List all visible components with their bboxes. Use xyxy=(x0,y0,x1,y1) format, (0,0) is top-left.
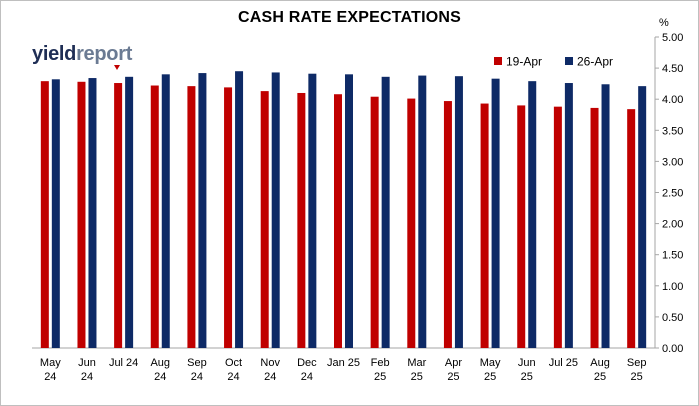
chart-title: CASH RATE EXPECTATIONS xyxy=(237,9,462,26)
legend-label: 26-Apr xyxy=(577,55,613,69)
y-axis-ticks: 5.00 4.50 4.00 3.50 3.00 2.50 2.00 1.50 1.00 0.50… xyxy=(655,32,683,355)
bar-19-apr-3 xyxy=(150,85,159,349)
x-tick-label: Mar 25 xyxy=(407,357,426,383)
y-tick-label: 0.50 xyxy=(662,312,683,324)
x-tick-label: Jun 24 xyxy=(78,357,96,383)
bar-26-apr-4 xyxy=(198,73,207,349)
bar-19-apr-7 xyxy=(297,92,306,348)
bar-26-apr-0 xyxy=(51,79,60,349)
logo-text-yield: yield xyxy=(32,43,77,65)
bar-26-apr-12 xyxy=(491,78,500,348)
x-tick-label: Aug 24 xyxy=(150,357,170,383)
x-tick-label: Jul 25 xyxy=(549,357,578,369)
bar-26-apr-16 xyxy=(638,86,647,348)
bar-19-apr-16 xyxy=(627,109,636,348)
bar-19-apr-14 xyxy=(553,106,562,348)
y-axis-unit: % xyxy=(659,17,669,29)
bar-19-apr-6 xyxy=(260,91,269,348)
x-tick-label: Sep 24 xyxy=(187,357,207,383)
bar-19-apr-0 xyxy=(40,81,49,349)
bar-26-apr-11 xyxy=(454,76,463,348)
bar-26-apr-10 xyxy=(418,75,427,349)
bar-26-apr-2 xyxy=(125,76,134,349)
y-tick-label: 4.50 xyxy=(662,63,683,75)
bar-19-apr-15 xyxy=(590,107,599,349)
bar-19-apr-5 xyxy=(224,87,233,349)
legend-swatch xyxy=(494,57,502,65)
bar-19-apr-1 xyxy=(77,81,86,348)
bar-19-apr-8 xyxy=(334,94,342,348)
x-tick-label: Nov 24 xyxy=(260,357,280,383)
legend-label: 19-Apr xyxy=(506,55,542,69)
logo-marker-icon xyxy=(114,65,120,70)
bar-19-apr-10 xyxy=(407,98,416,348)
bars xyxy=(40,71,647,349)
bar-26-apr-6 xyxy=(271,72,280,348)
x-tick-label: Jun 25 xyxy=(518,357,536,383)
x-tick-label: Dec 24 xyxy=(297,357,317,383)
bar-19-apr-13 xyxy=(517,105,526,348)
x-tick-label: Jul 24 xyxy=(109,357,138,369)
bar-19-apr-9 xyxy=(370,96,379,348)
bar-19-apr-4 xyxy=(187,86,196,348)
x-tick-label: Jan 25 xyxy=(327,357,360,369)
x-tick-label: Apr 25 xyxy=(445,357,462,383)
bar-19-apr-12 xyxy=(480,103,489,348)
bar-26-apr-14 xyxy=(564,83,573,348)
bar-19-apr-11 xyxy=(443,101,452,348)
y-tick-label: 1.50 xyxy=(662,250,683,262)
bar-26-apr-5 xyxy=(235,71,244,349)
x-tick-label: Feb 25 xyxy=(371,357,390,383)
y-tick-label: 1.00 xyxy=(662,281,683,293)
bar-26-apr-1 xyxy=(88,78,97,348)
bar-26-apr-13 xyxy=(528,81,537,349)
y-tick-label: 0.00 xyxy=(662,343,683,355)
x-axis-labels: May 24 Jun 24 Jul 24 Aug 24 Sep 24 Oct 24 Nov 24 Dec 2… xyxy=(40,357,647,383)
bar-19-apr-2 xyxy=(114,83,123,348)
y-tick-label: 5.00 xyxy=(662,32,683,44)
x-tick-label: Aug 25 xyxy=(590,357,610,383)
yieldreport-logo: yieldreport xyxy=(32,43,132,65)
x-tick-label: May 24 xyxy=(40,357,61,383)
legend: 19-Apr 26-Apr xyxy=(494,55,613,69)
bar-26-apr-15 xyxy=(601,84,610,348)
x-tick-label: Oct 24 xyxy=(225,357,242,383)
y-tick-label: 3.50 xyxy=(662,125,683,137)
y-tick-label: 2.00 xyxy=(662,219,683,231)
bar-26-apr-8 xyxy=(345,74,353,348)
y-tick-label: 2.50 xyxy=(662,188,683,200)
logo-text-report: report xyxy=(76,43,133,65)
x-tick-label: May 25 xyxy=(480,357,501,383)
y-tick-label: 4.00 xyxy=(662,94,683,106)
bar-26-apr-3 xyxy=(161,74,170,348)
legend-swatch xyxy=(565,57,573,65)
x-tick-label: Sep 25 xyxy=(627,357,647,383)
y-tick-label: 3.00 xyxy=(662,156,683,168)
bar-26-apr-9 xyxy=(381,76,390,349)
bar-26-apr-7 xyxy=(308,73,317,348)
